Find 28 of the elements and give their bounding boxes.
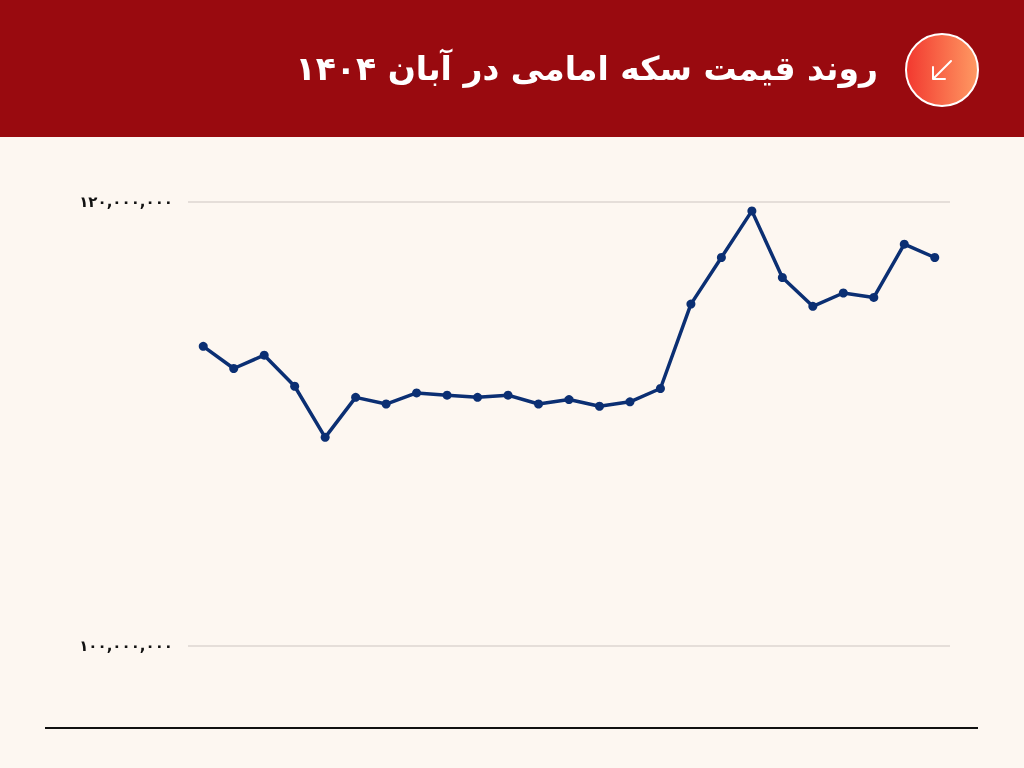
point [899,239,909,249]
point [259,350,269,360]
point [290,381,300,391]
point [473,392,483,402]
y-tick-label: ۱۲۰,۰۰۰,۰۰۰ [79,193,173,211]
point [564,395,574,405]
point [320,432,330,442]
point [229,364,239,373]
point [869,292,879,302]
point [534,399,544,409]
chart-title: روند قیمت سکه امامی در آبان ۱۴۰۴ [295,47,878,90]
point [747,206,757,216]
point [686,299,696,309]
point [351,392,361,402]
point [198,341,208,351]
point [777,272,787,282]
point [838,288,848,298]
point [930,253,940,262]
point [655,383,665,393]
point [442,390,452,400]
y-tick-label: ۱۰۰,۰۰۰,۰۰۰ [79,637,173,655]
point [412,388,422,398]
point [716,253,726,262]
point [503,390,513,400]
point [625,397,635,407]
point [381,399,391,409]
point [594,401,604,411]
point [808,301,818,311]
